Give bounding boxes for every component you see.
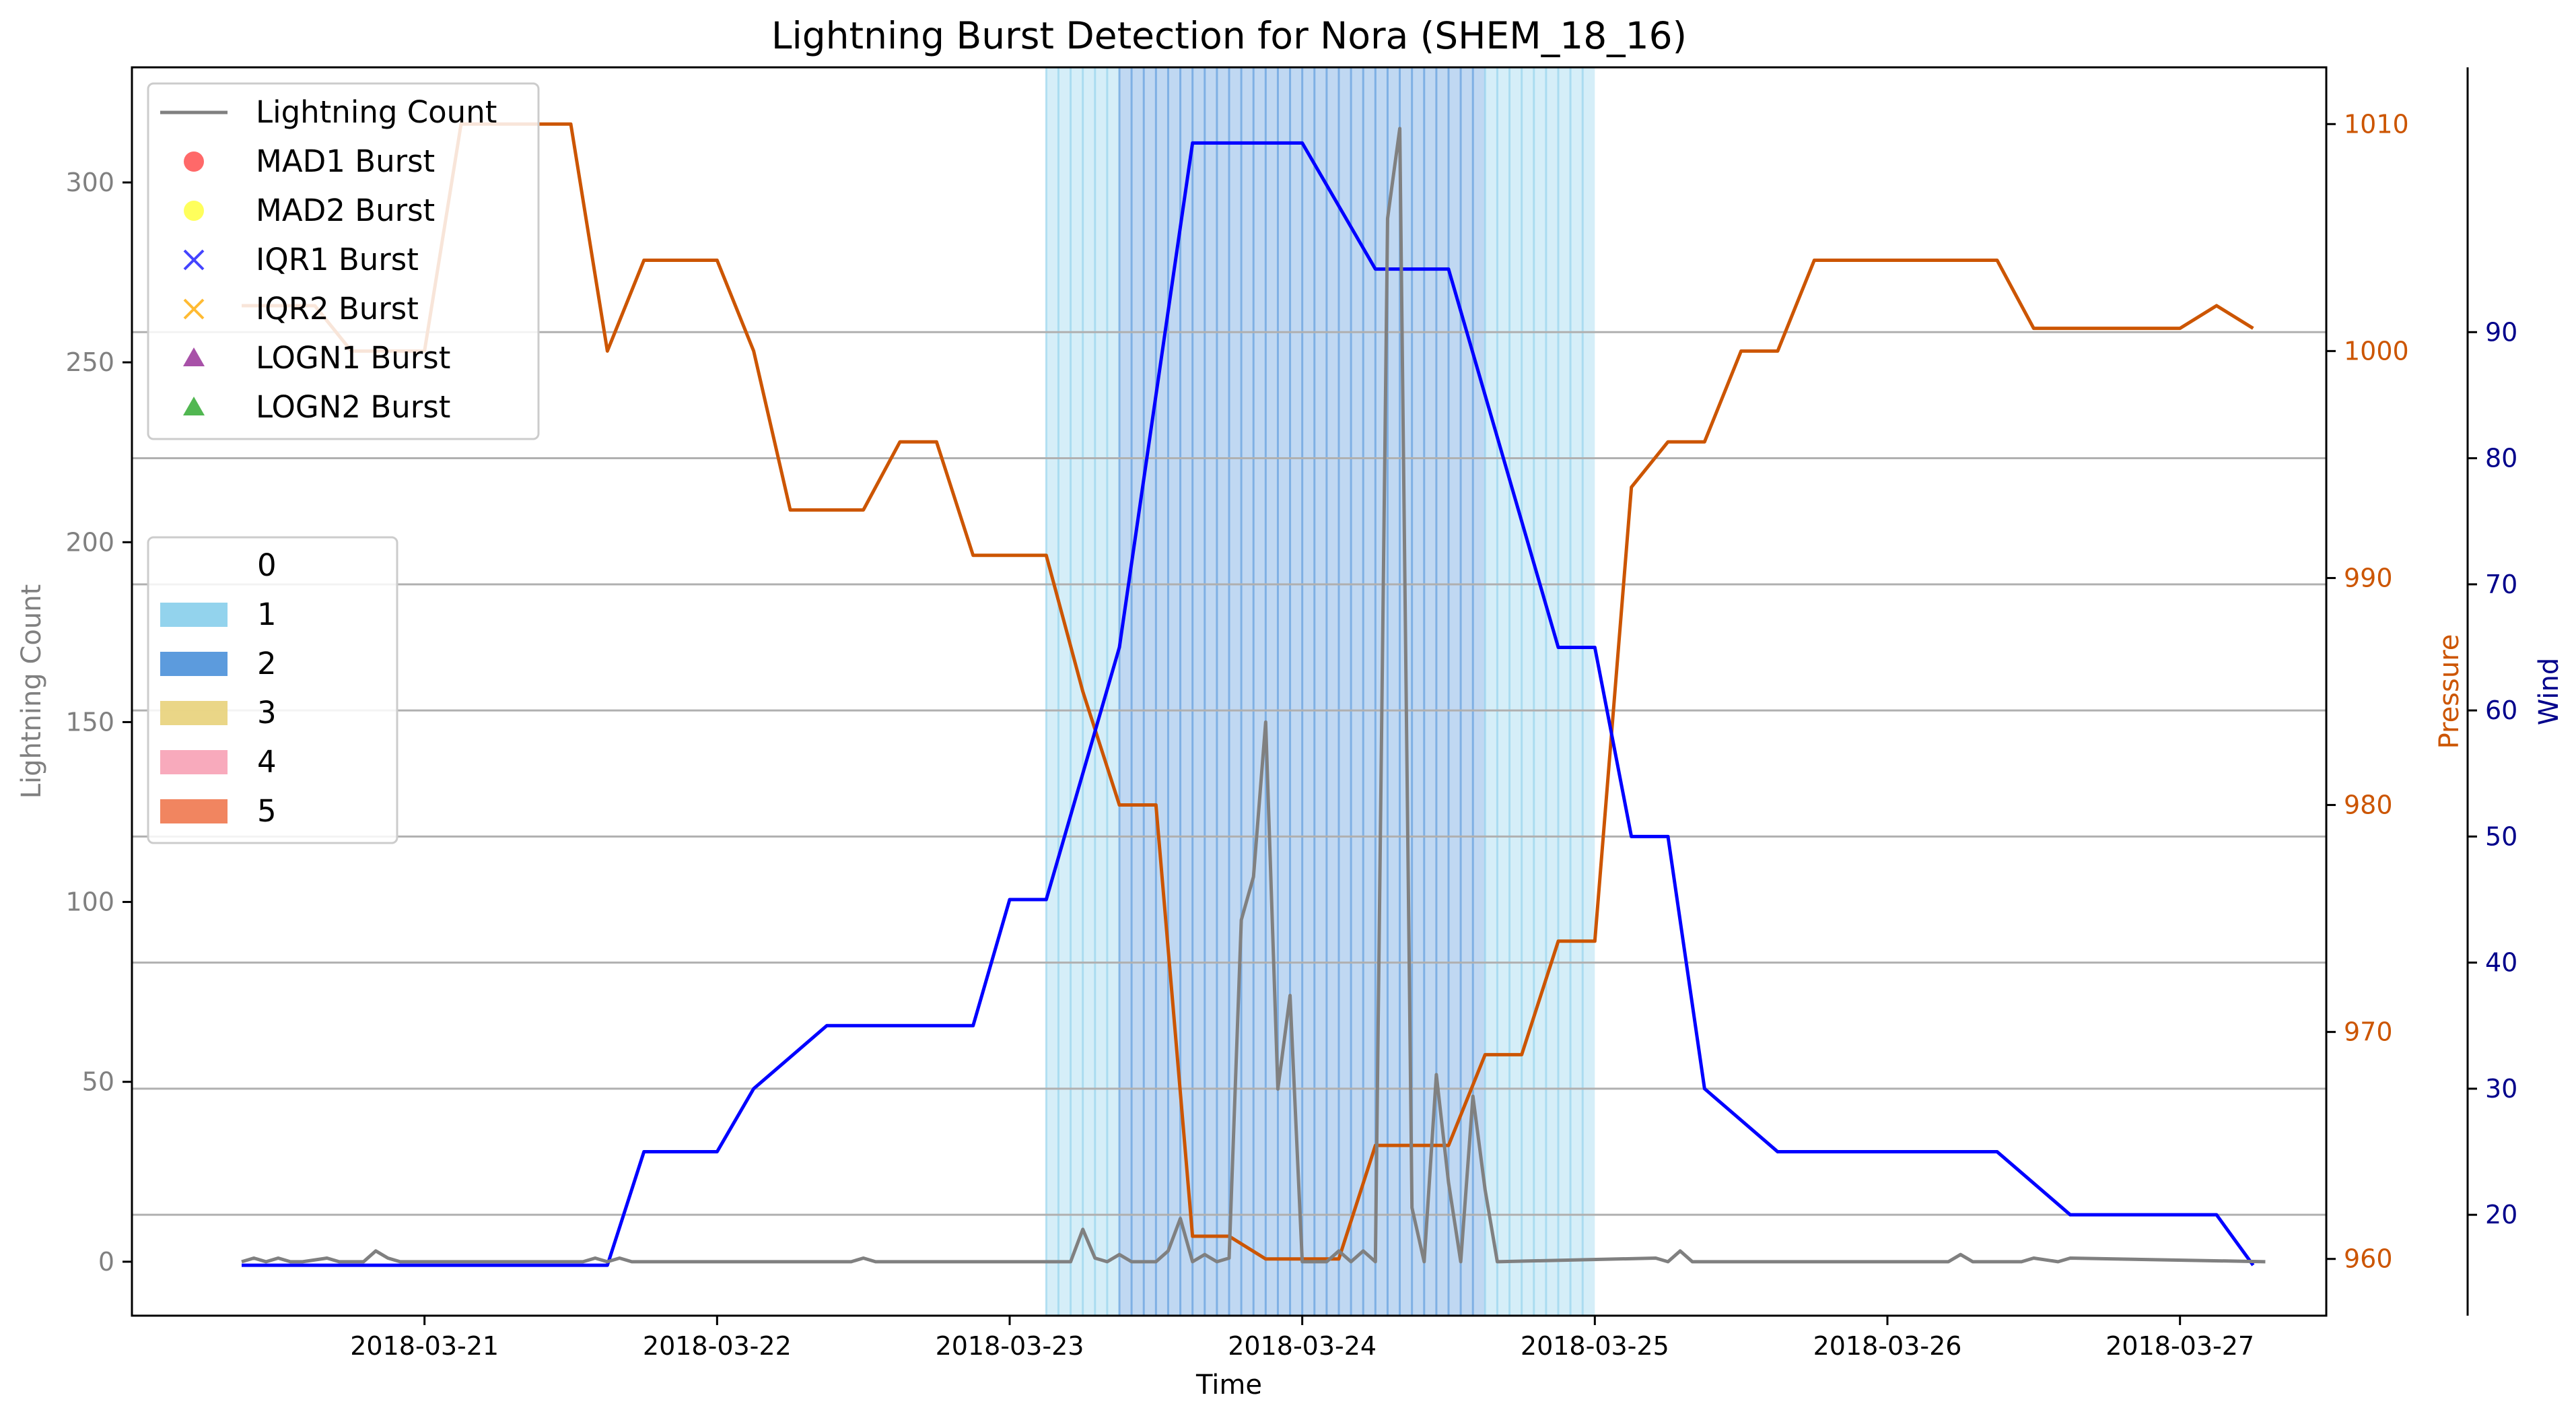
pressure-line	[242, 122, 2254, 1261]
y-tick-label-pressure: 990	[2344, 563, 2393, 593]
legend-category-label: 5	[257, 793, 277, 829]
y-axis-label-wind: Wind	[2534, 658, 2565, 726]
lightning-count-line	[241, 127, 2266, 1264]
y-axis-label-pressure: Pressure	[2434, 634, 2465, 749]
legend-series: Lightning Count MAD1 Burst MAD2 Burst IQR1 …	[147, 82, 540, 440]
y-tick-label-pressure: 960	[2344, 1244, 2393, 1274]
y-tick-label-wind: 30	[2485, 1074, 2517, 1104]
y-tick-label-wind: 50	[2485, 821, 2517, 851]
y-tick-label-pressure: 1010	[2344, 109, 2409, 139]
legend-category-label: 4	[257, 744, 277, 780]
legend-category-swatch	[160, 652, 228, 676]
legend-series-label: LOGN2 Burst	[256, 389, 450, 425]
legend-x-marker	[183, 298, 205, 320]
legend-series-label: LOGN1 Burst	[256, 340, 450, 376]
legend-series-label: IQR1 Burst	[256, 242, 419, 277]
legend-category-swatch	[160, 799, 228, 823]
y-tick-label-pressure: 980	[2344, 790, 2393, 820]
legend-series-label: MAD1 Burst	[256, 143, 435, 179]
legend-circle-marker	[184, 201, 204, 221]
legend-category-label: 1	[257, 597, 277, 632]
y-tick-label-pressure: 1000	[2344, 336, 2409, 366]
y-tick-label-pressure: 970	[2344, 1017, 2393, 1047]
x-tick-label: 2018-03-25	[1521, 1331, 1669, 1361]
legend-category-swatch	[160, 750, 228, 774]
legend-series-box	[147, 82, 540, 440]
x-tick-label: 2018-03-22	[643, 1331, 792, 1361]
y-tick-label-left: 300	[65, 168, 114, 197]
legend-category-swatch	[160, 603, 228, 627]
legend-category-label: 2	[257, 646, 277, 681]
y-tick-label-wind: 70	[2485, 570, 2517, 599]
x-tick-label: 2018-03-23	[936, 1331, 1084, 1361]
y-tick-label-wind: 40	[2485, 948, 2517, 978]
category-band-1	[1485, 67, 1595, 1316]
series-lines	[241, 122, 2266, 1267]
legend-category-label: 3	[257, 695, 277, 731]
y-axis-wind: 20 30 40 50 60 70 80 90	[2468, 317, 2517, 1229]
y-tick-label-left: 250	[65, 347, 114, 377]
wind-line	[242, 141, 2255, 1267]
x-tick-label: 2018-03-26	[1813, 1331, 1962, 1361]
y-tick-label-left: 200	[65, 527, 114, 557]
x-axis: 2018-03-21 2018-03-22 2018-03-23 2018-03-24…	[350, 1316, 2254, 1361]
category-bands	[1045, 67, 1595, 1316]
x-tick-label: 2018-03-27	[2105, 1331, 2254, 1361]
y-tick-label-left: 150	[65, 707, 114, 737]
legend-triangle-marker	[183, 347, 205, 366]
legend-triangle-marker	[183, 397, 205, 415]
legend-circle-marker	[184, 151, 204, 172]
legend-category-swatch	[160, 701, 228, 725]
x-tick-label: 2018-03-21	[350, 1331, 499, 1361]
x-axis-label: Time	[1195, 1370, 1262, 1401]
chart-title: Lightning Burst Detection for Nora (SHEM…	[771, 14, 1687, 57]
y-tick-label-wind: 90	[2485, 317, 2517, 347]
legend-series-label: IQR2 Burst	[256, 291, 419, 327]
legend-category-swatch	[160, 553, 228, 578]
legend-category-label: 0	[257, 547, 277, 583]
legend-x-marker	[183, 249, 205, 271]
y-axis-lightning: 0 50 100 150 200 250 300	[65, 168, 132, 1277]
legend-categories: 0 1 2 3 4 5	[147, 536, 398, 844]
x-tick-label: 2018-03-24	[1228, 1331, 1377, 1361]
y-tick-label-left: 0	[98, 1247, 114, 1277]
y-tick-label-left: 50	[82, 1067, 114, 1097]
plot-frame	[131, 66, 2328, 1317]
y-tick-label-wind: 80	[2485, 444, 2517, 473]
y-tick-label-left: 100	[65, 887, 114, 917]
y-tick-label-wind: 60	[2485, 696, 2517, 725]
legend-series-label: MAD2 Burst	[256, 193, 435, 228]
y-axis-pressure: 960 970 980 990 1000 1010	[2326, 109, 2409, 1274]
legend-series-label: Lightning Count	[256, 94, 497, 130]
y-tick-label-wind: 20	[2485, 1200, 2517, 1229]
y-axis-label-lightning: Lightning Count	[16, 584, 47, 799]
